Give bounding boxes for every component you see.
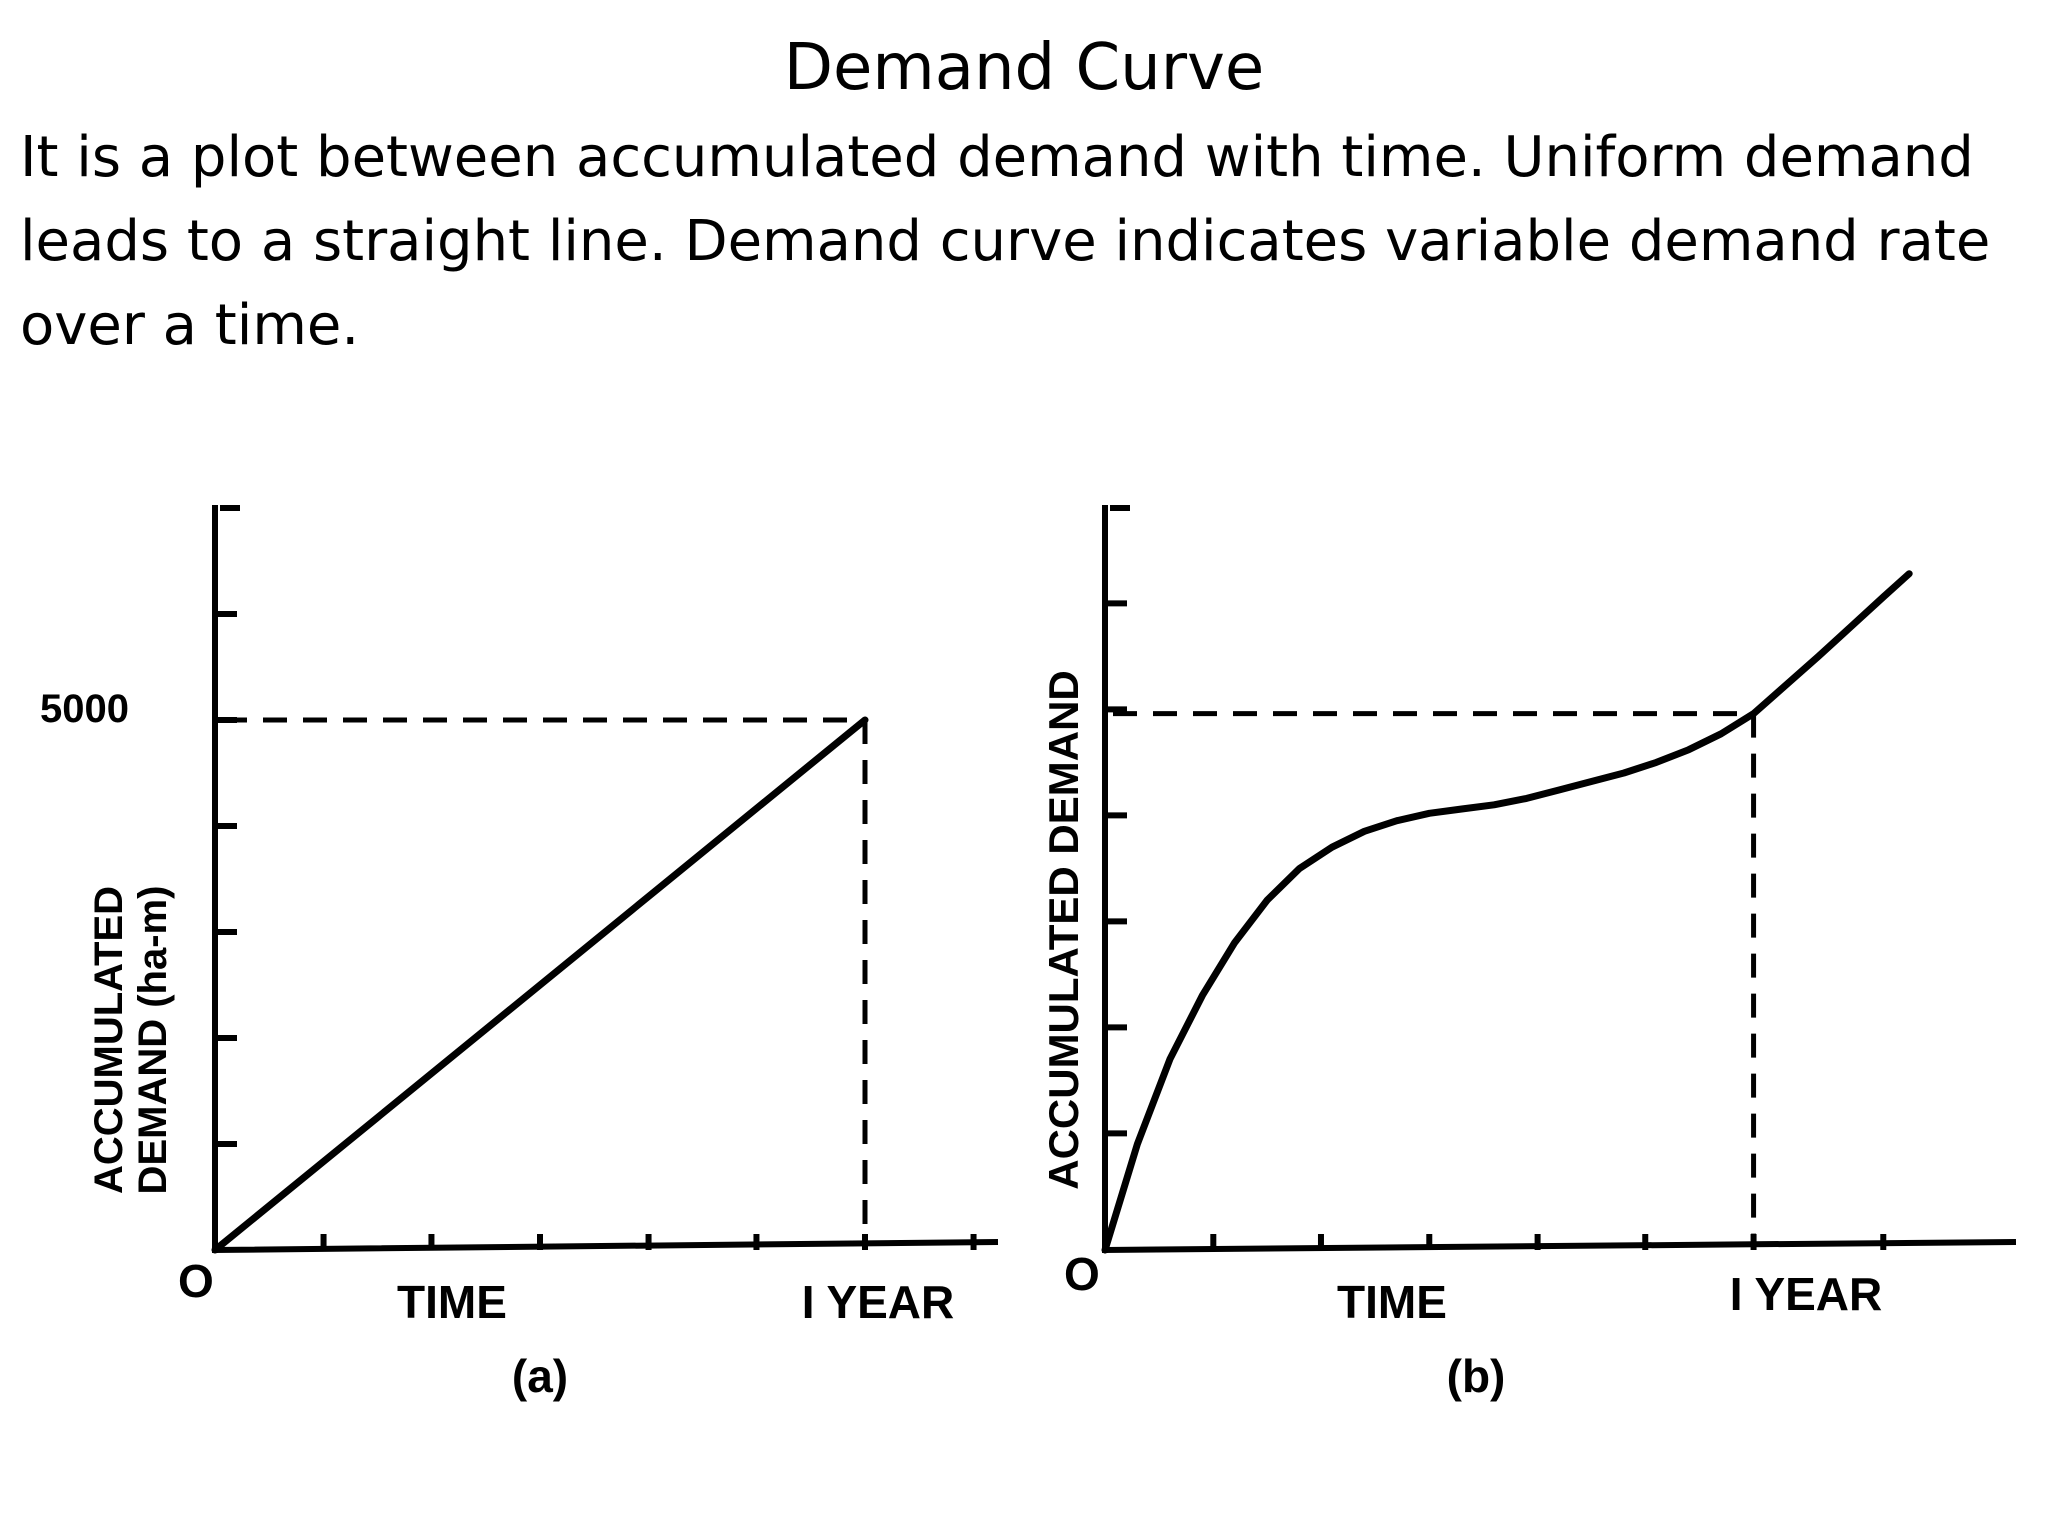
slide-body-text: It is a plot between accumulated demand … (20, 125, 1991, 358)
chart-b-panel-label: (b) (1447, 1350, 1506, 1402)
chart-a-x-axis (211, 1238, 999, 1254)
chart-a-panel-label: (a) (512, 1350, 568, 1402)
chart-a: 5000 O TIME I YEAR (a) ACCUMULATED DEMAN… (40, 505, 999, 1402)
chart-b-xlabel: TIME (1337, 1276, 1447, 1328)
chart-a-series-line (211, 716, 869, 1254)
chart-a-x-end-label: I YEAR (802, 1276, 955, 1328)
chart-a-ylabel-line2: DEMAND (ha-m) (131, 886, 175, 1195)
chart-b: O TIME I YEAR (b) ACCUMULATED DEMAND (1040, 505, 2017, 1402)
chart-b-x-end-label: I YEAR (1730, 1268, 1883, 1320)
chart-a-y-tick-label-5000: 5000 (40, 687, 129, 731)
chart-a-xlabel: TIME (397, 1276, 507, 1328)
chart-b-series-line (1101, 570, 1913, 1254)
chart-a-ylabel-line1: ACCUMULATED (87, 886, 131, 1194)
chart-a-origin-label: O (178, 1255, 214, 1307)
chart-b-ylabel: ACCUMULATED DEMAND (1040, 670, 1087, 1190)
chart-b-x-axis (1101, 1238, 2017, 1254)
slide-title: Demand Curve (783, 31, 1265, 105)
chart-b-origin-label: O (1064, 1248, 1100, 1300)
